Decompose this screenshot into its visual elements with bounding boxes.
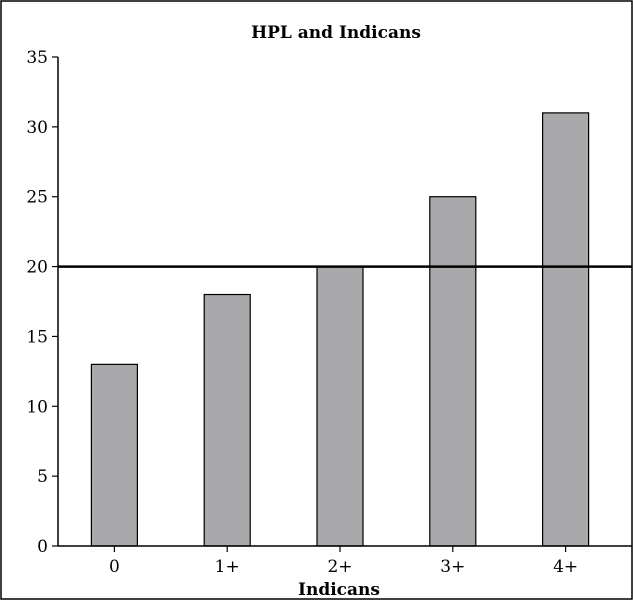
- x-tick-label: 3+: [440, 557, 465, 577]
- y-tick-label: 10: [26, 397, 48, 417]
- y-tick-label: 5: [37, 467, 48, 487]
- y-tick-label: 20: [26, 258, 48, 278]
- x-axis-ticks: 0 1+ 2+ 3+ 4+: [109, 546, 578, 577]
- x-tick-label: 1+: [215, 557, 240, 577]
- y-tick-label: 0: [37, 537, 48, 557]
- y-tick-label: 25: [26, 188, 48, 208]
- y-tick-label: 35: [26, 48, 48, 68]
- x-axis-title: Indicans: [298, 580, 380, 600]
- x-tick-label: 0: [109, 557, 120, 577]
- bar-4+: [541, 112, 590, 547]
- y-tick-label: 15: [26, 327, 48, 347]
- bar-0: [90, 363, 139, 547]
- bar-3+: [429, 196, 477, 547]
- bar-2+: [316, 265, 364, 547]
- chart-title: HPL and Indicans: [251, 23, 421, 43]
- y-tick-label: 30: [26, 118, 48, 138]
- bar-1+: [203, 293, 251, 547]
- x-tick-label: 4+: [553, 557, 578, 577]
- bars: [90, 112, 590, 547]
- x-tick-label: 2+: [327, 557, 352, 577]
- y-axis-ticks: 0 5 10 15 20 25 30 35: [26, 48, 58, 557]
